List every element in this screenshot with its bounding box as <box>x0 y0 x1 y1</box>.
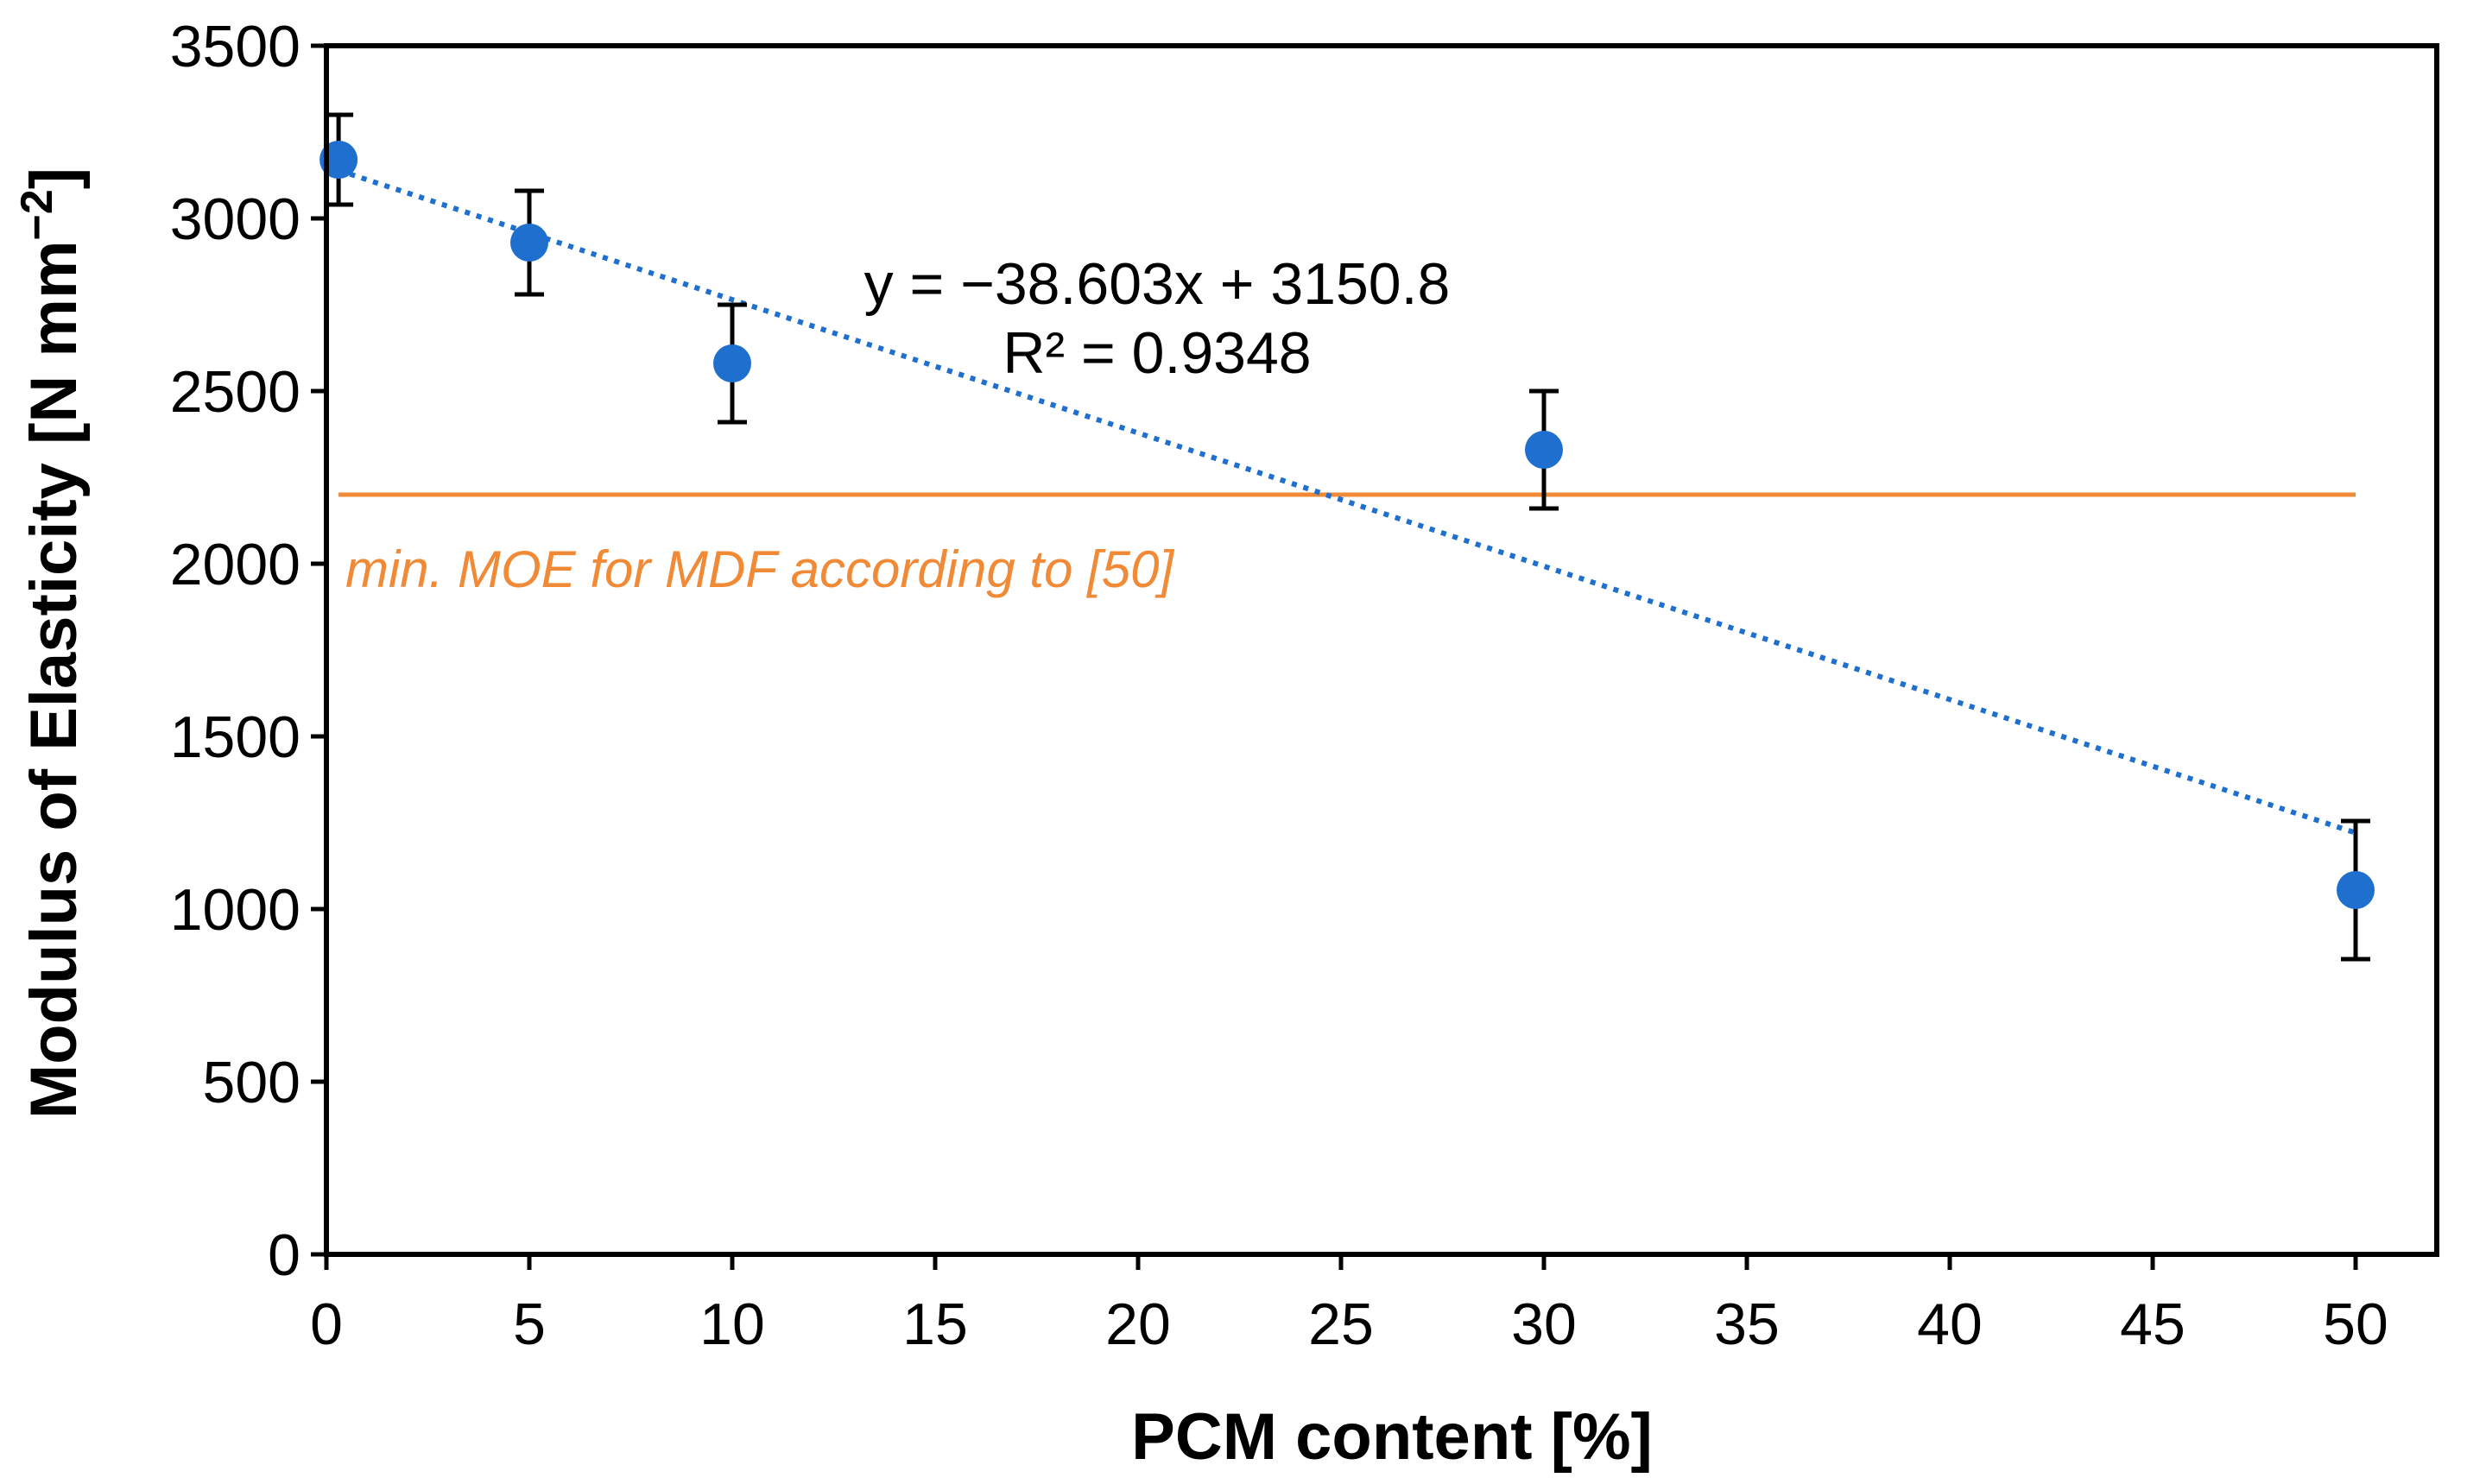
data-point-group <box>319 112 358 207</box>
y-tick-label: 500 <box>203 1050 300 1115</box>
x-tick-label: 45 <box>2120 1291 2186 1357</box>
data-point <box>319 141 358 179</box>
axis-layer: 0 500 1000 1500 2000 2500 3000 3500 0 5 10 15 20 25 30… <box>170 14 2439 1357</box>
data-point-group <box>510 188 548 297</box>
x-tick-label: 15 <box>902 1291 968 1357</box>
y-axis-title: Modulus of Elasticity [N mm−2] <box>12 167 91 1119</box>
y-tick-label: 0 <box>268 1222 300 1288</box>
data-point-group <box>1525 388 1563 511</box>
x-tick-label: 25 <box>1308 1291 1374 1357</box>
trendline-r-squared: R² = 0.9348 <box>1003 320 1311 386</box>
y-tick-label: 2000 <box>170 532 300 597</box>
x-tick-label: 20 <box>1105 1291 1171 1357</box>
y-tick-label: 1500 <box>170 704 300 770</box>
data-point <box>2337 871 2375 909</box>
trendline <box>338 167 2356 836</box>
x-tick-label: 5 <box>513 1291 546 1357</box>
reference-line-label: min. MOE for MDF according to [50] <box>345 540 1175 598</box>
y-axis-title-end: ] <box>17 167 91 189</box>
text-layer: y = −38.603x + 3150.8 R² = 0.9348 min. M… <box>12 167 1653 1474</box>
plot-area-frame <box>324 43 2439 1257</box>
x-tick-label: 10 <box>699 1291 765 1357</box>
data-point <box>510 224 548 262</box>
trendline-layer <box>338 167 2356 836</box>
x-tick-label: 35 <box>1714 1291 1780 1357</box>
y-tick-label: 3000 <box>170 186 300 252</box>
x-axis-title: PCM content [%] <box>1131 1400 1653 1474</box>
data-point-group <box>713 302 751 425</box>
y-axis-title-main: Modulus of Elasticity [N mm <box>17 240 91 1119</box>
y-tick-label: 3500 <box>170 14 300 79</box>
data-layer <box>319 112 2375 962</box>
y-tick-label: 1000 <box>170 877 300 943</box>
data-point <box>1525 431 1563 469</box>
y-tick-label: 2500 <box>170 359 300 425</box>
trendline-equation: y = −38.603x + 3150.8 <box>864 251 1451 317</box>
data-point <box>713 344 751 382</box>
x-tick-label: 0 <box>310 1291 343 1357</box>
x-tick-label: 30 <box>1511 1291 1577 1357</box>
data-point-group <box>2337 818 2375 962</box>
x-tick-label: 50 <box>2323 1291 2388 1357</box>
y-axis-title-superscript: −2 <box>12 189 62 240</box>
x-tick-label: 40 <box>1917 1291 1983 1357</box>
